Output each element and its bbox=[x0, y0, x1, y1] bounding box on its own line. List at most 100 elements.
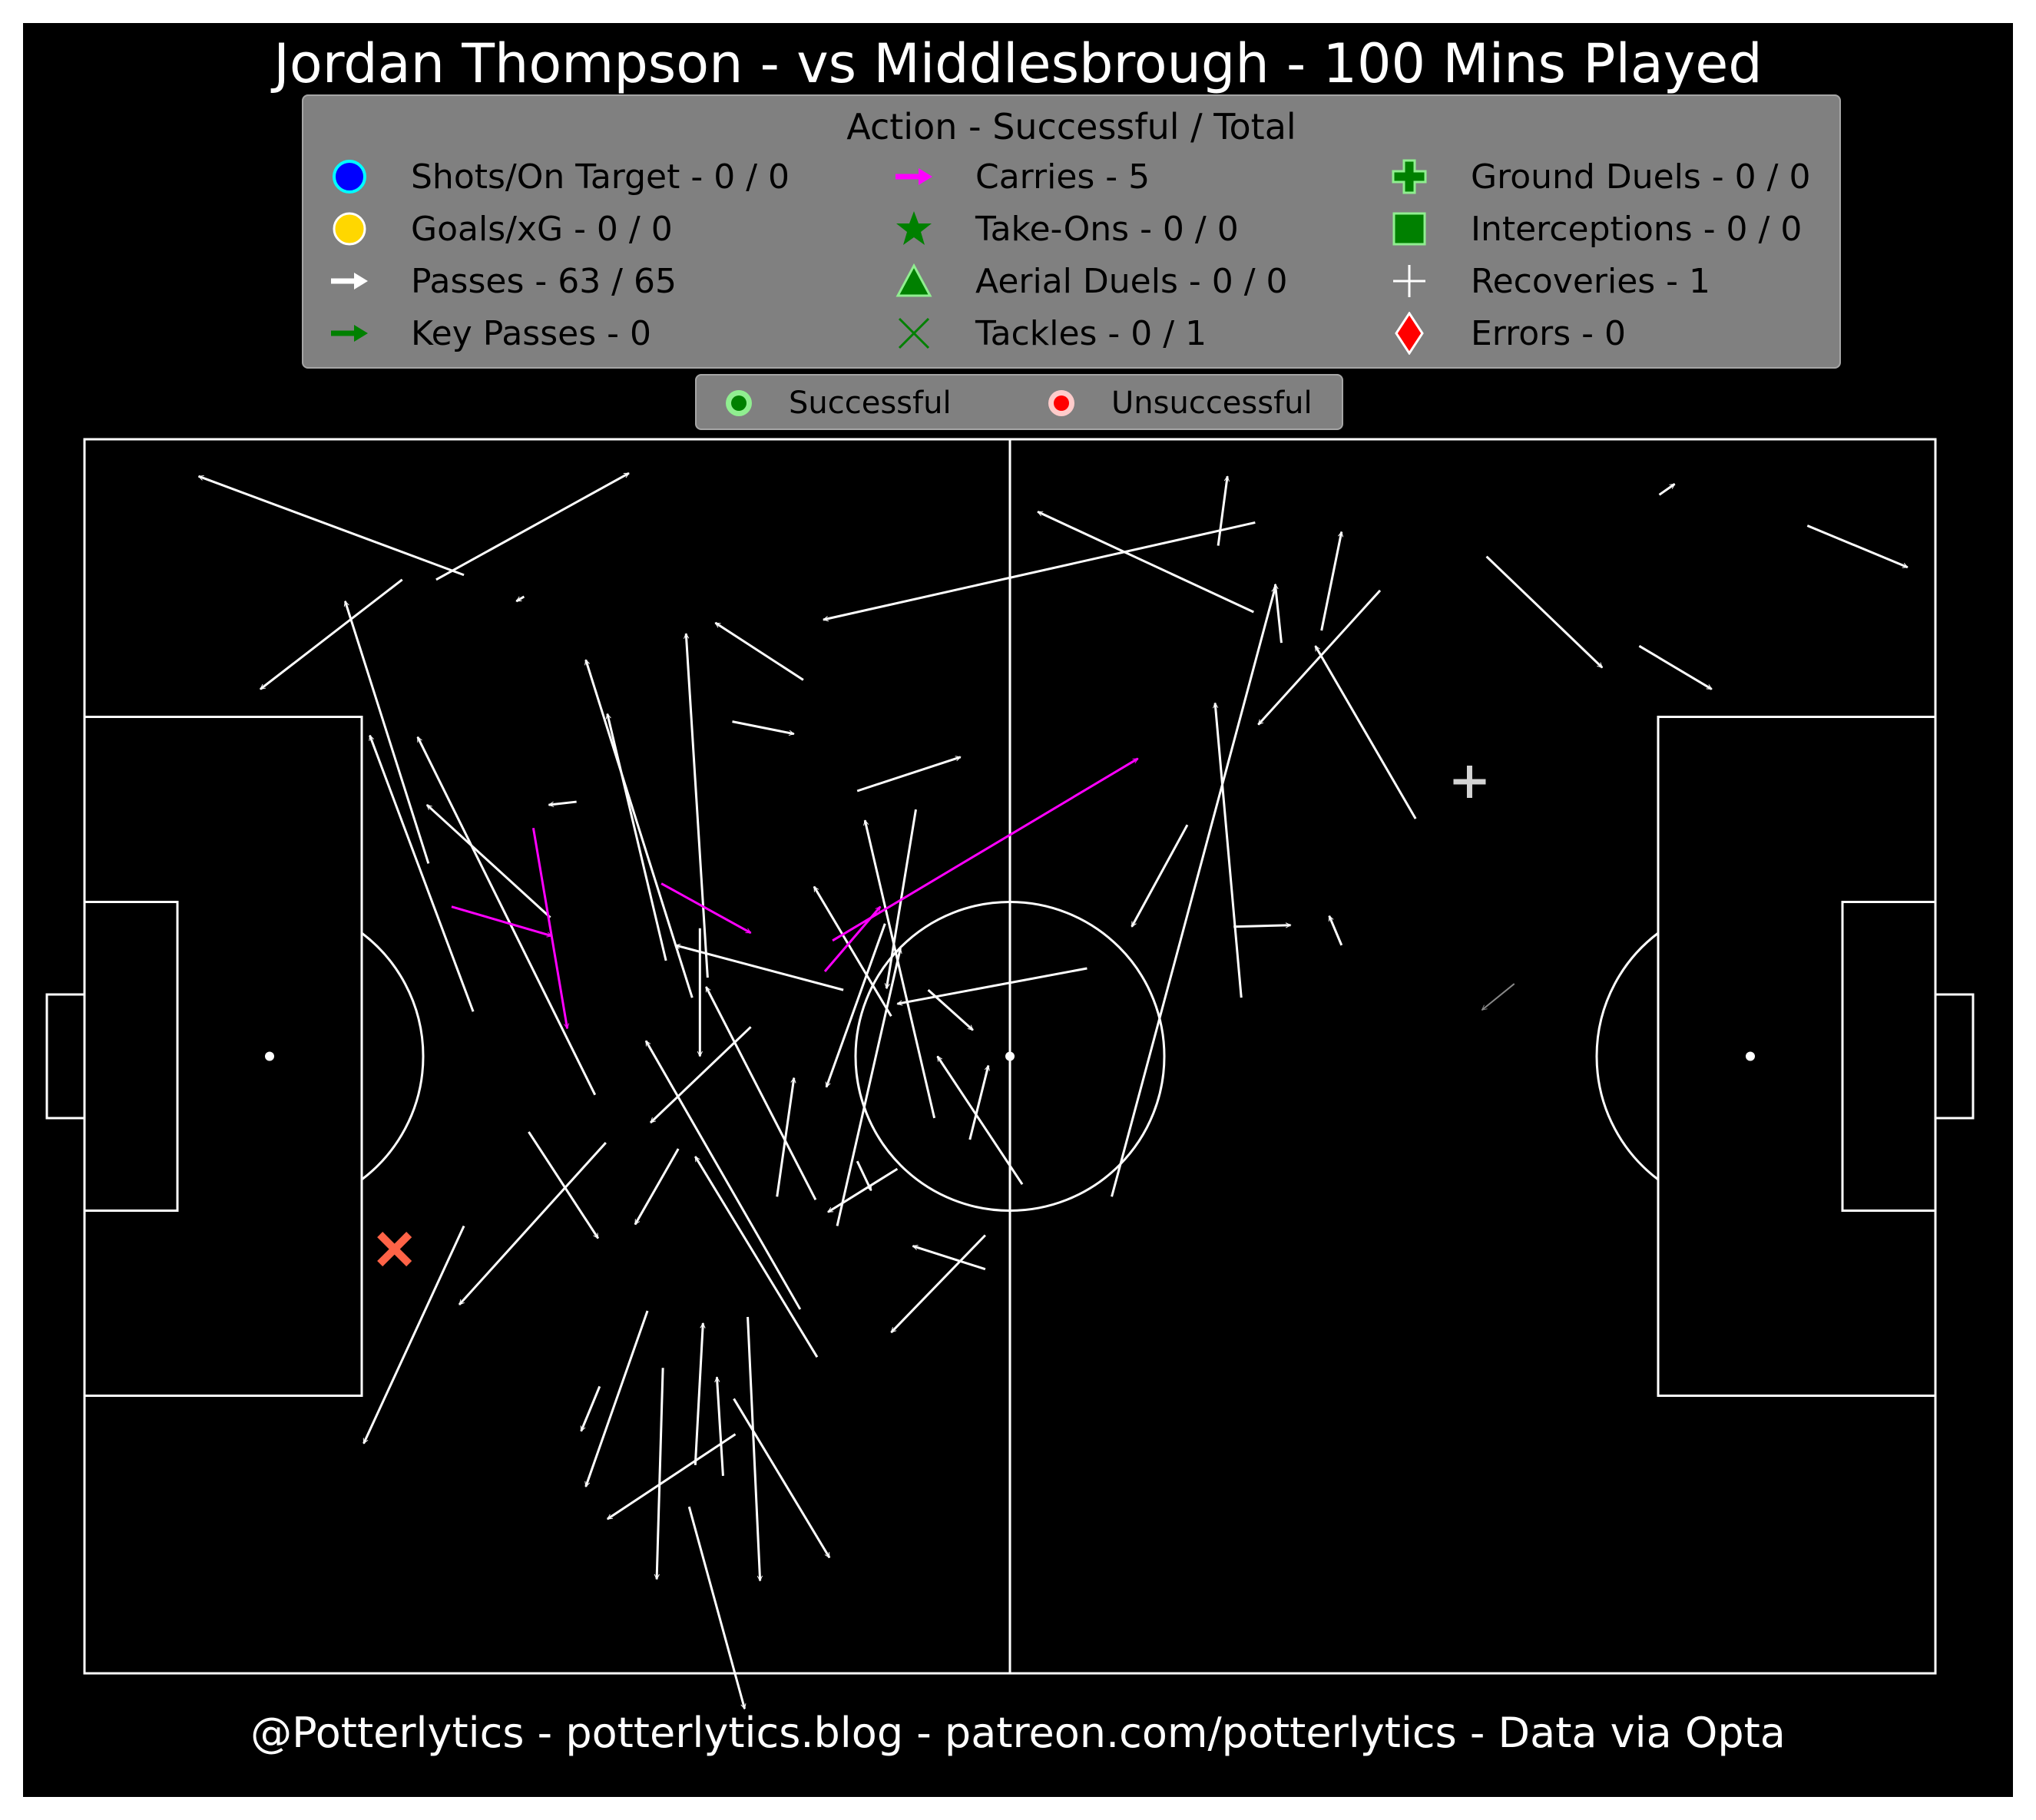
pass-arrow bbox=[435, 472, 629, 581]
error-diamond-icon bbox=[1395, 312, 1424, 355]
pass-arrow bbox=[828, 1167, 899, 1213]
pass-arrow bbox=[1638, 644, 1711, 690]
unsuccessful-pass-arrow bbox=[1482, 983, 1515, 1011]
pass-arrow bbox=[836, 948, 900, 1226]
unsuccessful-dot-icon bbox=[1048, 390, 1074, 416]
pass-arrow bbox=[199, 475, 465, 577]
pass-arrow bbox=[912, 1246, 986, 1271]
legend-item-carries: Carries - 5 bbox=[891, 154, 1150, 200]
shot-circle-icon bbox=[333, 160, 366, 194]
pass-arrow bbox=[717, 1377, 724, 1476]
pass-arrow bbox=[516, 595, 525, 603]
legend-item-unsuccessful: Unsuccessful bbox=[1042, 380, 1313, 426]
pass-arrow bbox=[705, 987, 817, 1200]
pass-arrow bbox=[1275, 584, 1283, 644]
carry-arrow bbox=[531, 827, 567, 1028]
pass-arrow-icon bbox=[331, 273, 368, 290]
penalty-spot-left bbox=[265, 1051, 274, 1061]
pass-arrow bbox=[634, 1148, 680, 1224]
legend-item-interceptions: Interceptions - 0 / 0 bbox=[1386, 206, 1802, 252]
chart-title: Jordan Thompson - vs Middlesbrough - 100… bbox=[273, 32, 1763, 95]
event-marks bbox=[199, 472, 1908, 1709]
key-pass-arrow-icon bbox=[331, 325, 368, 342]
pass-arrow bbox=[1658, 483, 1675, 496]
pass-arrow bbox=[776, 1078, 794, 1197]
pass-arrow bbox=[1257, 589, 1382, 726]
pass-arrow bbox=[686, 634, 709, 978]
legend-item-goals: Goals/xG - 0 / 0 bbox=[326, 206, 673, 252]
action-legend: Action - Successful / Total Shots/On Tar… bbox=[302, 94, 1841, 369]
pass-arrow bbox=[733, 1398, 831, 1557]
legend-label: Goals/xG - 0 / 0 bbox=[411, 209, 673, 249]
pass-arrow bbox=[458, 1141, 607, 1305]
pass-arrow bbox=[694, 1323, 703, 1465]
take-on-star-icon bbox=[896, 211, 932, 245]
legend-label: Carries - 5 bbox=[975, 157, 1150, 197]
successful-label: Successful bbox=[789, 386, 952, 421]
penalty-spot-right bbox=[1746, 1051, 1755, 1061]
pass-arrow bbox=[425, 803, 551, 918]
legend-item-tackles: Tackles - 0 / 1 bbox=[891, 310, 1207, 356]
recovery-mark bbox=[1453, 765, 1486, 798]
legend-label: Interceptions - 0 / 0 bbox=[1471, 209, 1803, 249]
legend-label: Key Passes - 0 bbox=[411, 313, 651, 353]
pass-arrow bbox=[813, 887, 892, 1018]
legend-title: Action - Successful / Total bbox=[846, 106, 1296, 147]
legend-label: Passes - 63 / 65 bbox=[411, 261, 677, 301]
pass-arrow bbox=[607, 714, 667, 961]
pass-arrow bbox=[897, 967, 1088, 1004]
pass-arrow bbox=[890, 1234, 986, 1334]
successful-dot-icon bbox=[726, 390, 752, 416]
pass-arrow bbox=[968, 1066, 988, 1140]
carry-arrow bbox=[660, 882, 750, 935]
pass-arrow bbox=[1233, 925, 1290, 927]
pass-arrow bbox=[865, 820, 936, 1119]
legend-label: Take-Ons - 0 / 0 bbox=[975, 209, 1239, 249]
pass-arrow bbox=[580, 1385, 601, 1431]
carry-arrow-icon bbox=[896, 168, 932, 185]
pass-arrow bbox=[584, 1310, 649, 1487]
pass-arrow bbox=[345, 601, 430, 864]
legend-item-recoveries: Recoveries - 1 bbox=[1386, 258, 1710, 304]
pass-arrow bbox=[1314, 646, 1417, 819]
pass-arrow bbox=[1038, 511, 1254, 614]
outcome-legend: Successful Unsuccessful bbox=[695, 374, 1343, 430]
legend-label: Ground Duels - 0 / 0 bbox=[1471, 157, 1811, 197]
unsuccessful-label: Unsuccessful bbox=[1111, 386, 1313, 421]
tackle-x-icon bbox=[898, 317, 930, 349]
legend-item-errors: Errors - 0 bbox=[1386, 310, 1626, 356]
pass-arrow bbox=[1806, 524, 1908, 569]
tackle-mark bbox=[377, 1232, 412, 1267]
pass-arrow bbox=[1215, 703, 1243, 998]
legend-label: Errors - 0 bbox=[1471, 313, 1627, 353]
legend-label: Aerial Duels - 0 / 0 bbox=[975, 261, 1288, 301]
aerial-duel-triangle-icon bbox=[896, 263, 932, 297]
pass-arrow bbox=[416, 737, 597, 1096]
pass-arrow bbox=[687, 1506, 744, 1709]
pass-arrow bbox=[644, 1041, 802, 1310]
legend-label: Tackles - 0 / 1 bbox=[975, 313, 1207, 353]
pass-arrow bbox=[260, 578, 403, 690]
footer-credit: @Potterlytics - potterlytics.blog - patr… bbox=[250, 1709, 1786, 1757]
pass-arrow bbox=[369, 736, 475, 1012]
pass-arrow bbox=[528, 1131, 600, 1239]
pass-arrow bbox=[694, 1157, 819, 1358]
pass-arrow bbox=[1131, 824, 1189, 927]
pass-arrow bbox=[1111, 587, 1276, 1197]
legend-label: Recoveries - 1 bbox=[1471, 261, 1711, 301]
pass-arrow bbox=[607, 1433, 737, 1521]
legend-label: Shots/On Target - 0 / 0 bbox=[411, 157, 790, 197]
pass-arrow bbox=[825, 923, 886, 1087]
carry-arrow bbox=[451, 905, 552, 936]
center-spot bbox=[1005, 1051, 1015, 1061]
legend-item-ground-duels: Ground Duels - 0 / 0 bbox=[1386, 154, 1810, 200]
pass-arrow bbox=[1320, 532, 1342, 631]
pass-arrow bbox=[586, 660, 694, 998]
pass-arrow bbox=[657, 1368, 664, 1579]
legend-item-aerial-duels: Aerial Duels - 0 / 0 bbox=[891, 258, 1288, 304]
pass-arrow bbox=[732, 720, 794, 734]
pass-arrow bbox=[747, 1316, 760, 1580]
legend-item-passes: Passes - 63 / 65 bbox=[326, 258, 677, 304]
pass-arrow bbox=[715, 621, 804, 681]
